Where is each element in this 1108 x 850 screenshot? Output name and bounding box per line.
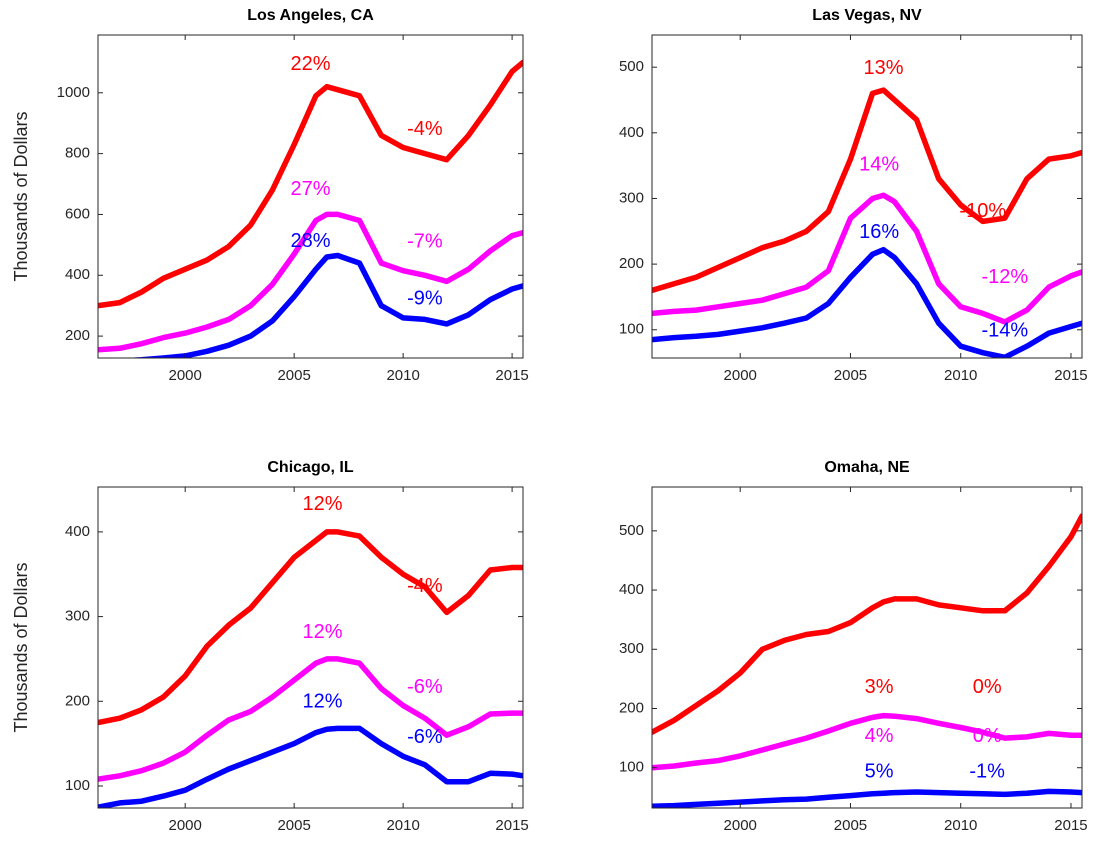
series-line (124, 252, 523, 358)
y-tick-label: 1000 (57, 84, 90, 101)
x-tick-label: 2005 (834, 817, 867, 834)
x-tick-label: 2015 (1054, 367, 1087, 384)
series-line (652, 513, 1082, 735)
x-tick-label: 2015 (495, 817, 528, 834)
axes-frame (97, 486, 524, 809)
annotation: 5% (865, 761, 894, 783)
x-tick-label: 2010 (944, 367, 977, 384)
y-tick-label: 800 (65, 145, 90, 162)
annotation: 16% (859, 221, 899, 243)
annotation: -10% (959, 200, 1006, 222)
x-tick-label: 2005 (277, 817, 310, 834)
y-tick-label: 500 (619, 58, 644, 75)
x-tick-label: 2000 (724, 817, 757, 834)
annotation: 0% (973, 676, 1002, 698)
axes-frame (651, 486, 1083, 809)
y-axis-label: Thousands of Dollars (11, 562, 31, 732)
x-tick-label: 2010 (386, 817, 419, 834)
annotation: -9% (407, 288, 443, 310)
annotation: 3% (865, 676, 894, 698)
annotation: -1% (969, 761, 1005, 783)
plot-area (98, 35, 523, 358)
annotation: 4% (865, 725, 894, 747)
series-line (98, 725, 523, 808)
series-line (652, 87, 1082, 294)
y-axis-label: Thousands of Dollars (11, 111, 31, 281)
annotation: -4% (407, 118, 443, 140)
series-line (98, 656, 523, 782)
annotation: 12% (302, 493, 342, 515)
annotation: -6% (407, 726, 443, 748)
chart-title: Los Angeles, CA (247, 7, 374, 24)
annotation: 27% (290, 178, 330, 200)
chart-title: Las Vegas, NV (812, 7, 922, 24)
series-line (98, 211, 523, 353)
annotation: -12% (981, 266, 1028, 288)
y-tick-label: 100 (619, 321, 644, 338)
annotation: 12% (302, 690, 342, 712)
y-tick-label: 200 (65, 327, 90, 344)
x-tick-label: 2010 (944, 817, 977, 834)
series-line (98, 529, 523, 726)
x-tick-label: 2015 (1054, 817, 1087, 834)
series-line (652, 788, 1082, 808)
series-line (98, 59, 523, 309)
series-line (652, 246, 1082, 358)
axes-frame (97, 34, 524, 359)
y-tick-label: 400 (65, 266, 90, 283)
y-tick-label: 300 (619, 189, 644, 206)
x-tick-label: 2000 (724, 367, 757, 384)
annotation: 13% (864, 57, 904, 79)
x-tick-label: 2015 (495, 367, 528, 384)
series-line (652, 712, 1082, 771)
annotation: 22% (290, 53, 330, 75)
y-tick-label: 500 (619, 522, 644, 539)
chart-title: Chicago, IL (267, 459, 353, 476)
chart-title: Omaha, NE (824, 459, 910, 476)
y-tick-label: 600 (65, 205, 90, 222)
plot-area (98, 487, 523, 808)
y-tick-label: 300 (65, 608, 90, 625)
annotation: -4% (407, 575, 443, 597)
annotation: 14% (859, 153, 899, 175)
annotation: 0% (973, 725, 1002, 747)
plot-area (652, 487, 1082, 808)
y-tick-label: 100 (65, 777, 90, 794)
x-tick-label: 2010 (386, 367, 419, 384)
annotation: 28% (290, 230, 330, 252)
y-tick-label: 100 (619, 759, 644, 776)
annotation: -6% (407, 676, 443, 698)
annotation: -14% (981, 319, 1028, 341)
x-tick-label: 2005 (277, 367, 310, 384)
y-tick-label: 400 (619, 581, 644, 598)
series-line (652, 192, 1082, 325)
y-tick-label: 400 (65, 523, 90, 540)
y-tick-label: 400 (619, 124, 644, 141)
axes-frame (651, 34, 1083, 359)
x-tick-label: 2000 (168, 367, 201, 384)
x-tick-label: 2000 (168, 817, 201, 834)
y-tick-label: 200 (619, 699, 644, 716)
y-tick-label: 300 (619, 640, 644, 657)
y-tick-label: 200 (65, 692, 90, 709)
x-tick-label: 2005 (834, 367, 867, 384)
annotation: 12% (302, 621, 342, 643)
annotation: -7% (407, 231, 443, 253)
y-tick-label: 200 (619, 255, 644, 272)
